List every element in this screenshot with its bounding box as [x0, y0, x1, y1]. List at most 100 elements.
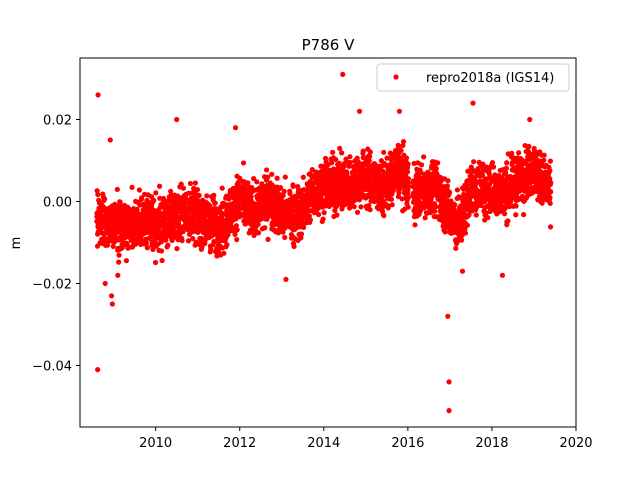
data-point: [356, 108, 363, 114]
data-point: [462, 230, 469, 236]
data-point: [150, 246, 156, 252]
data-point: [110, 243, 116, 249]
data-point: [104, 242, 111, 248]
data-point: [354, 209, 361, 215]
data-point: [547, 158, 554, 164]
data-point: [158, 239, 164, 245]
data-point: [291, 243, 297, 250]
data-point: [405, 204, 411, 210]
data-point: [144, 245, 150, 251]
data-point: [248, 193, 254, 200]
data-point: [347, 159, 353, 166]
data-point: [351, 204, 357, 210]
data-point: [282, 234, 288, 241]
data-point: [367, 153, 373, 159]
data-point: [174, 116, 180, 123]
data-point: [123, 258, 130, 264]
data-point: [490, 164, 497, 170]
data-point: [340, 71, 346, 77]
x-tick-label: 2020: [559, 436, 592, 451]
x-tick-label: 2012: [223, 436, 256, 451]
data-point: [489, 159, 496, 166]
data-point: [336, 160, 342, 166]
data-point: [471, 159, 477, 165]
data-point: [212, 200, 218, 206]
data-point: [405, 161, 411, 167]
data-point: [153, 190, 159, 196]
data-point: [117, 199, 123, 206]
data-point: [483, 210, 489, 216]
data-point: [433, 165, 439, 172]
data-point: [193, 239, 199, 245]
data-point: [431, 208, 438, 214]
data-point: [442, 229, 448, 235]
legend-marker: [393, 74, 399, 80]
data-point: [547, 224, 554, 230]
data-point: [95, 92, 101, 98]
data-point: [316, 211, 322, 218]
data-point: [280, 192, 286, 199]
data-point: [366, 157, 372, 164]
data-point: [527, 116, 533, 123]
data-point: [192, 180, 198, 186]
data-point: [196, 192, 202, 199]
y-tick-label: −0.02: [32, 278, 72, 293]
data-point: [232, 125, 239, 131]
y-axis-label: m: [9, 237, 24, 250]
data-point: [169, 237, 175, 244]
data-point: [390, 188, 396, 194]
data-point: [254, 179, 260, 185]
data-point: [290, 183, 296, 189]
data-point: [190, 236, 196, 242]
data-point: [509, 150, 515, 156]
data-point: [143, 240, 150, 246]
data-point: [499, 272, 506, 278]
data-point: [412, 222, 418, 228]
data-point: [398, 148, 404, 154]
data-point: [513, 212, 519, 218]
data-point: [404, 169, 411, 175]
data-point: [124, 240, 130, 247]
data-point: [396, 190, 402, 196]
x-tick-label: 2016: [391, 436, 424, 451]
chart-title: P786 V: [302, 36, 355, 54]
x-tick-label: 2014: [307, 436, 340, 451]
data-point: [265, 174, 271, 180]
data-point: [332, 207, 338, 214]
data-point: [116, 259, 122, 265]
data-point: [221, 250, 227, 256]
data-point: [381, 213, 387, 219]
data-point: [300, 224, 307, 230]
data-points: [94, 71, 554, 414]
data-point: [318, 193, 324, 199]
plot-frame: [79, 57, 577, 428]
x-tick-label: 2018: [475, 436, 508, 451]
data-point: [300, 174, 306, 180]
data-point: [233, 223, 239, 229]
data-point: [320, 216, 326, 222]
data-point: [459, 237, 465, 243]
data-point: [145, 199, 151, 205]
legend: repro2018a (IGS14): [376, 63, 570, 92]
data-point: [548, 189, 554, 195]
data-point: [208, 246, 214, 252]
data-point: [503, 165, 509, 171]
data-point: [418, 162, 425, 168]
data-point: [446, 408, 452, 414]
data-point: [548, 180, 554, 186]
legend-box: [376, 63, 570, 92]
data-point: [358, 204, 364, 210]
data-point: [224, 242, 230, 248]
data-point: [446, 189, 453, 195]
data-point: [343, 156, 349, 162]
data-point: [547, 168, 553, 174]
data-point: [174, 246, 180, 252]
data-point: [107, 137, 113, 143]
data-point: [516, 150, 522, 156]
data-point: [282, 174, 288, 180]
data-point: [255, 221, 261, 227]
data-point: [525, 149, 532, 155]
data-point: [513, 203, 519, 209]
data-point: [287, 191, 293, 197]
